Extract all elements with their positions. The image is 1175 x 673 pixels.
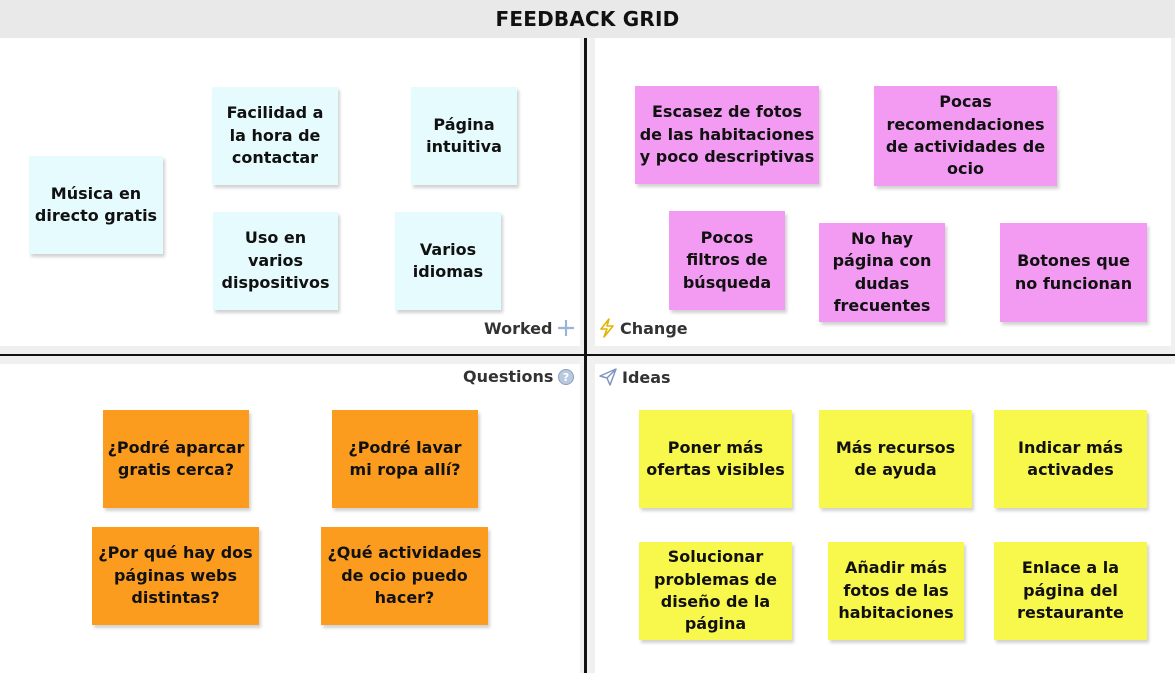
change-label: Change xyxy=(598,318,688,338)
ideas-label: Ideas xyxy=(598,367,671,387)
sticky-note[interactable]: Pocos filtros de búsqueda xyxy=(669,211,785,310)
sticky-note[interactable]: Escasez de fotos de las habitaciones y p… xyxy=(635,86,819,184)
quadrant-questions xyxy=(0,356,584,673)
sticky-note[interactable]: No hay página con dudas frecuentes xyxy=(819,223,945,322)
sticky-note[interactable]: Facilidad a la hora de contactar xyxy=(212,87,338,185)
sticky-note[interactable]: Varios idiomas xyxy=(395,212,501,310)
paper-plane-icon xyxy=(598,367,618,387)
sticky-note[interactable]: Página intuitiva xyxy=(411,87,517,185)
sticky-note[interactable]: Uso en varios dispositivos xyxy=(213,212,338,310)
worked-label: Worked xyxy=(484,318,576,338)
question-icon: ? xyxy=(557,368,575,386)
sticky-note[interactable]: ¿Podré aparcar gratis cerca? xyxy=(103,410,249,508)
sticky-note[interactable]: Poner más ofertas visibles xyxy=(639,410,792,508)
sticky-note[interactable]: Botones que no funcionan xyxy=(1000,223,1147,322)
sticky-note[interactable]: ¿Por qué hay dos páginas webs distintas? xyxy=(92,527,259,625)
horizontal-divider xyxy=(0,354,1175,356)
lightning-icon xyxy=(598,318,616,338)
board-title: FEEDBACK GRID xyxy=(495,7,680,31)
sticky-note[interactable]: Enlace a la página del restaurante xyxy=(994,542,1147,640)
sticky-note[interactable]: Solucionar problemas de diseño de la pág… xyxy=(639,542,792,640)
svg-text:?: ? xyxy=(563,371,569,384)
sticky-note[interactable]: Música en directo gratis xyxy=(29,156,163,254)
sticky-note[interactable]: ¿Podré lavar mi ropa allí? xyxy=(332,410,478,508)
sticky-note[interactable]: Indicar más activades xyxy=(994,410,1147,508)
plus-icon xyxy=(556,318,576,338)
sticky-note[interactable]: ¿Qué actividades de ocio puedo hacer? xyxy=(321,527,488,625)
sticky-note[interactable]: Añadir más fotos de las habitaciones xyxy=(828,542,964,640)
questions-label: Questions ? xyxy=(463,367,575,386)
sticky-note[interactable]: Más recursos de ayuda xyxy=(819,410,972,508)
sticky-note[interactable]: Pocas recomendaciones de actividades de … xyxy=(874,86,1057,186)
board-header: FEEDBACK GRID xyxy=(0,0,1175,38)
